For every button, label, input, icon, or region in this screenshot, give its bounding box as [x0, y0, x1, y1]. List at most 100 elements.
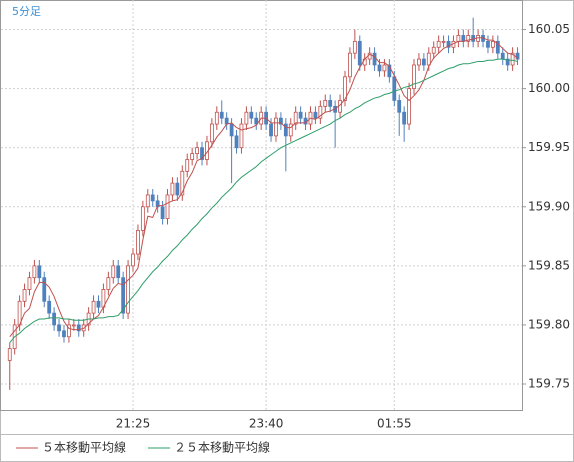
moving-average-line — [9, 58, 518, 343]
candle-body — [116, 265, 121, 279]
candle-body — [283, 123, 288, 137]
candle-body — [224, 117, 229, 125]
candle-body — [274, 117, 278, 137]
candle-body — [160, 206, 165, 219]
x-tick-label: 21:25 — [116, 417, 151, 431]
legend-label: ２５本移動平均線 — [174, 440, 270, 455]
candle-body — [343, 76, 347, 101]
candle-body — [382, 64, 387, 72]
candle-body — [407, 88, 411, 125]
y-tick-label: 159.85 — [528, 258, 570, 272]
candle-body — [293, 111, 298, 125]
candle-body — [495, 40, 500, 54]
candle-body — [387, 64, 392, 78]
candle-body — [446, 40, 451, 48]
y-tick-label: 160.05 — [528, 22, 570, 36]
candle-body — [500, 52, 505, 60]
candle-body — [234, 135, 239, 149]
y-tick-label: 159.90 — [528, 199, 570, 213]
candle-body — [244, 111, 249, 125]
candle-body — [372, 52, 377, 66]
candle-body — [510, 52, 515, 66]
candle-body — [67, 324, 71, 338]
legend-label: ５本移動平均線 — [42, 440, 126, 455]
candle-body — [254, 117, 259, 125]
candle-body — [37, 265, 42, 279]
candle-body — [490, 40, 495, 48]
candle-body — [219, 111, 224, 119]
candle-body — [441, 40, 446, 43]
candle-body — [402, 111, 407, 125]
candle-body — [136, 230, 140, 255]
candle-body — [318, 105, 323, 119]
candle-body — [195, 147, 199, 155]
candle-body — [209, 123, 214, 143]
plot-area — [0, 0, 523, 411]
candle-body — [412, 64, 416, 90]
candle-body — [352, 40, 357, 54]
candle-body — [298, 111, 303, 119]
y-tick-label: 159.75 — [528, 377, 570, 391]
candle-body — [180, 170, 185, 196]
candle-body — [27, 277, 32, 290]
candle-body — [249, 111, 254, 119]
candle-body — [62, 330, 66, 338]
candle-body — [431, 46, 436, 54]
candle-body — [323, 100, 328, 107]
candle-body — [52, 312, 57, 326]
candle-body — [505, 58, 510, 66]
candle-body — [76, 324, 81, 332]
candle-body — [42, 277, 47, 302]
candle-body — [436, 40, 441, 48]
candle-body — [461, 35, 466, 42]
candle-body — [190, 153, 195, 160]
candle-body — [288, 123, 293, 137]
candle-body — [515, 52, 520, 60]
candle-body — [71, 324, 76, 327]
candle-body — [126, 265, 130, 314]
x-tick-label: 23:40 — [249, 417, 284, 431]
x-tick-label: 01:55 — [377, 417, 412, 431]
candle-body — [200, 147, 204, 160]
candle-body — [170, 182, 175, 196]
candle-body — [486, 40, 490, 48]
candle-body — [22, 289, 27, 302]
candle-body — [121, 277, 126, 314]
candle-body — [348, 52, 352, 78]
y-tick-label: 159.95 — [528, 140, 570, 154]
candle-body — [397, 100, 402, 113]
candle-body — [7, 348, 12, 361]
candle-body — [377, 64, 382, 72]
candle-body — [111, 265, 116, 279]
candle-body — [165, 194, 170, 219]
candle-body — [175, 182, 180, 196]
y-tick-label: 160.00 — [528, 81, 570, 95]
candle-body — [47, 300, 52, 314]
y-tick-label: 159.80 — [528, 317, 570, 331]
candle-body — [426, 52, 431, 66]
candle-body — [328, 100, 333, 107]
candle-body — [140, 206, 145, 231]
candle-body — [131, 253, 135, 267]
candle-body — [456, 35, 461, 42]
candle-body — [417, 58, 421, 66]
candle-body — [357, 40, 362, 66]
candle-body — [278, 117, 283, 125]
candle-body — [106, 277, 111, 290]
candle-body — [229, 123, 234, 137]
candle-body — [185, 159, 190, 172]
candle-body — [421, 58, 426, 66]
candle-body — [269, 123, 273, 137]
candle-body — [214, 111, 219, 125]
candle-body — [91, 300, 96, 314]
candle-body — [392, 76, 397, 101]
candle-body — [32, 265, 37, 279]
chart-title: 5分足 — [12, 5, 41, 18]
candle-body — [57, 324, 61, 332]
candle-body — [239, 123, 244, 149]
candle-body — [150, 194, 155, 202]
candle-body — [96, 300, 101, 308]
candle-body — [313, 111, 318, 119]
